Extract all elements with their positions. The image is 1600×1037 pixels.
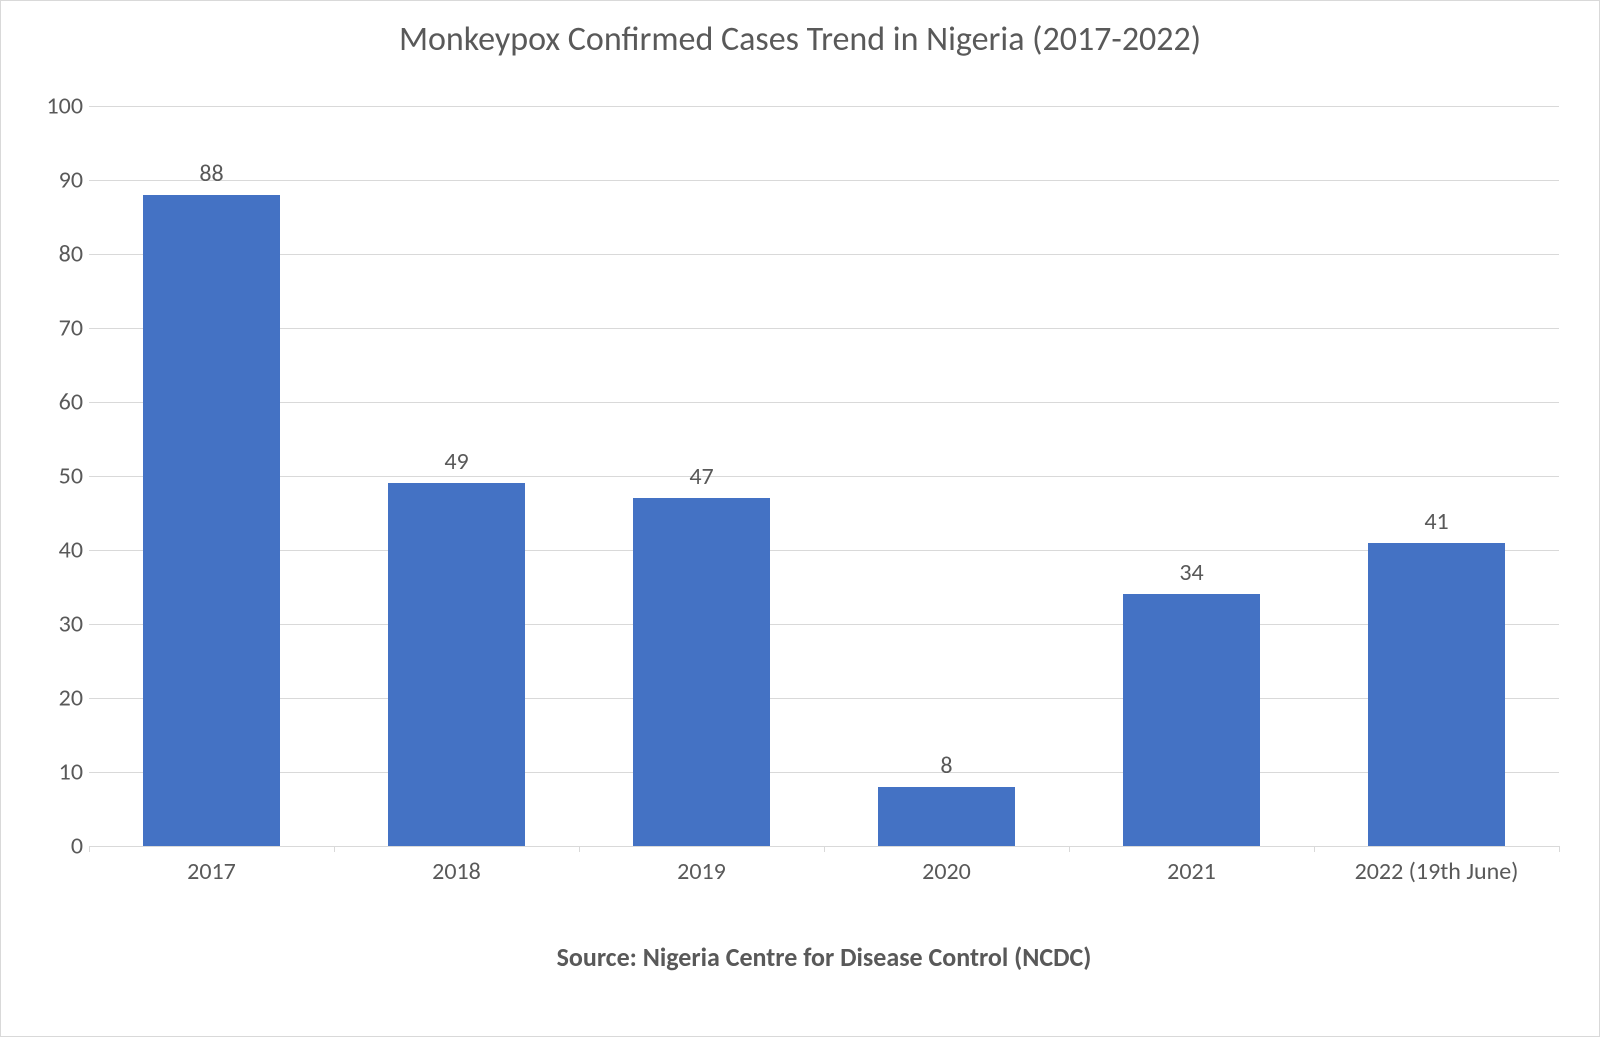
x-axis: 2017 2018 2019 2020 2021 2022 (19th June) (89, 851, 1559, 891)
bar-data-label: 47 (689, 462, 713, 491)
y-tick-label: 30 (59, 610, 83, 639)
bar-data-label: 41 (1424, 507, 1448, 536)
chart-title: Monkeypox Confirmed Cases Trend in Niger… (1, 19, 1599, 60)
bar: 49 (388, 483, 525, 846)
x-tick-label: 2018 (432, 857, 481, 886)
x-axis-tick-mark (579, 846, 580, 852)
y-tick-label: 80 (59, 240, 83, 269)
plot-area: 88 49 47 8 34 41 (89, 106, 1559, 846)
x-tick-label: 2020 (922, 857, 971, 886)
bar: 8 (878, 787, 1015, 846)
x-axis-tick-mark (1069, 846, 1070, 852)
y-tick-label: 0 (71, 832, 83, 861)
x-tick-label: 2019 (677, 857, 726, 886)
y-tick-label: 60 (59, 388, 83, 417)
x-tick-label: 2021 (1167, 857, 1216, 886)
y-tick-label: 50 (59, 462, 83, 491)
bar: 47 (633, 498, 770, 846)
y-axis: 0102030405060708090100 (31, 106, 83, 846)
y-tick-label: 10 (59, 758, 83, 787)
bar: 88 (143, 195, 280, 846)
x-tick-label: 2022 (19th June) (1355, 857, 1519, 886)
y-tick-label: 90 (59, 166, 83, 195)
bar-data-label: 34 (1179, 558, 1203, 587)
bar: 41 (1368, 543, 1505, 846)
bar-data-label: 8 (940, 751, 952, 780)
x-axis-tick-mark (1559, 846, 1560, 852)
chart-container: Monkeypox Confirmed Cases Trend in Niger… (0, 0, 1600, 1037)
x-axis-tick-mark (1314, 846, 1315, 852)
source-label: Source: Nigeria Centre for Disease Contr… (89, 941, 1559, 973)
y-tick-label: 40 (59, 536, 83, 565)
x-tick-label: 2017 (187, 857, 236, 886)
x-axis-tick-mark (89, 846, 90, 852)
bar-data-label: 49 (444, 447, 468, 476)
bar: 34 (1123, 594, 1260, 846)
bars: 88 49 47 8 34 41 (89, 106, 1559, 846)
y-tick-label: 100 (47, 92, 84, 121)
x-axis-tick-mark (824, 846, 825, 852)
x-axis-tick-mark (334, 846, 335, 852)
y-tick-label: 70 (59, 314, 83, 343)
bar-data-label: 88 (199, 159, 223, 188)
y-tick-label: 20 (59, 684, 83, 713)
